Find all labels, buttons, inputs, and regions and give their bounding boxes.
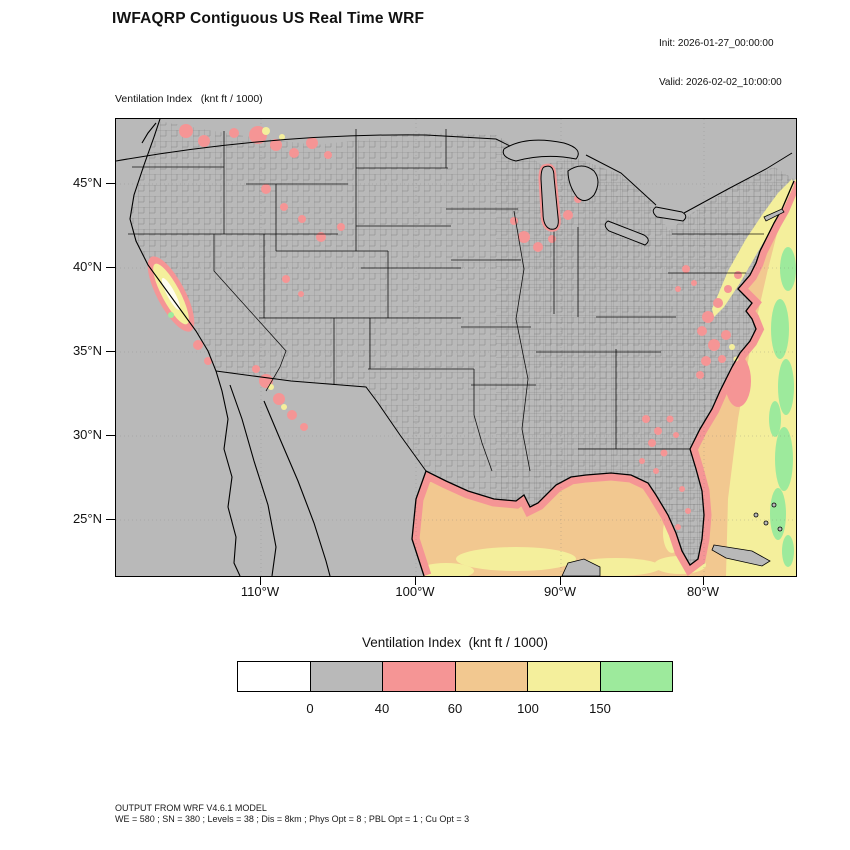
- legend-swatch: [237, 661, 311, 692]
- x-tick-mark: [560, 577, 561, 585]
- y-axis-label: 45°N: [72, 175, 102, 190]
- footer-config-line: WE = 580 ; SN = 380 ; Levels = 38 ; Dis …: [115, 814, 470, 824]
- y-tick-mark: [106, 435, 115, 436]
- legend-bar: [237, 661, 673, 692]
- footer-model-line: OUTPUT FROM WRF V4.6.1 MODEL: [115, 803, 267, 813]
- y-axis-label: 35°N: [72, 343, 102, 358]
- y-tick-mark: [106, 267, 115, 268]
- run-info: Init: 2026-01-27_00:00:00 Valid: 2026-02…: [659, 11, 782, 115]
- legend-swatch: [309, 661, 383, 692]
- great-lakes: [502, 139, 687, 246]
- cuba: [711, 544, 771, 567]
- y-axis-label: 25°N: [72, 511, 102, 526]
- legend-swatch: [382, 661, 456, 692]
- legend-tick-label: 150: [589, 701, 611, 716]
- y-tick-mark: [106, 183, 115, 184]
- x-axis-label: 100°W: [395, 584, 435, 599]
- pacific-coastline: [129, 119, 331, 576]
- state-borders: [128, 129, 764, 472]
- legend-tick-label: 100: [517, 701, 539, 716]
- y-axis-label: 30°N: [72, 427, 102, 442]
- long-island: [763, 208, 785, 222]
- coastline: [411, 180, 795, 576]
- init-time: Init: 2026-01-27_00:00:00: [659, 38, 774, 49]
- map-frame: [115, 118, 797, 577]
- canada-border: [116, 134, 793, 214]
- mexico-border: [215, 370, 427, 472]
- x-tick-mark: [703, 577, 704, 585]
- y-axis-label: 40°N: [72, 259, 102, 274]
- x-axis-label: 110°W: [240, 584, 280, 599]
- valid-time: Valid: 2026-02-02_10:00:00: [659, 77, 782, 88]
- legend-title: Ventilation Index (knt ft / 1000): [361, 635, 549, 650]
- y-tick-mark: [106, 519, 115, 520]
- yucatan: [561, 558, 601, 576]
- y-tick-mark: [106, 351, 115, 352]
- legend-tick-label: 0: [306, 701, 314, 716]
- x-axis-label: 80°W: [687, 584, 719, 599]
- us-map: [116, 119, 796, 576]
- legend-tick-label: 60: [447, 701, 463, 716]
- legend-tick-label: 40: [374, 701, 390, 716]
- legend-swatch: [599, 661, 673, 692]
- x-axis-label: 90°W: [544, 584, 576, 599]
- legend-swatch: [454, 661, 528, 692]
- field-label: Ventilation Index (knt ft / 1000): [115, 93, 263, 105]
- x-tick-mark: [260, 577, 261, 585]
- legend-swatch: [527, 661, 601, 692]
- islands: [561, 208, 785, 576]
- x-tick-mark: [415, 577, 416, 585]
- page-title: IWFAQRP Contiguous US Real Time WRF: [112, 10, 425, 27]
